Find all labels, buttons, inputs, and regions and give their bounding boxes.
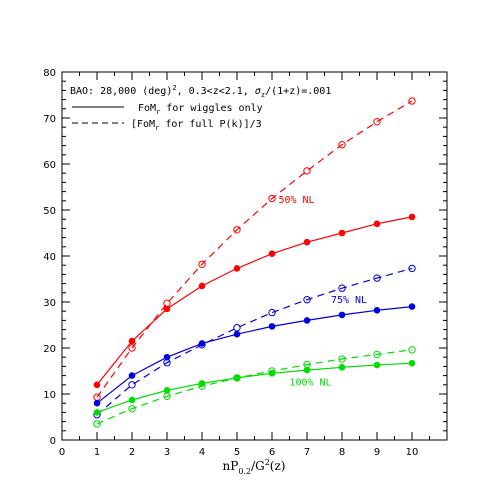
data-point — [408, 264, 416, 273]
y-tick-label: 60 — [43, 160, 56, 171]
series-line — [96, 349, 413, 425]
y-tick-label: 10 — [43, 390, 56, 401]
series-annotation: 100% NL — [289, 378, 331, 389]
data-point — [408, 359, 416, 367]
data-point — [128, 396, 136, 404]
data-point — [128, 372, 136, 379]
x-tick-label: 7 — [304, 447, 310, 458]
data-point — [268, 194, 276, 203]
x-tick-label: 1 — [94, 447, 100, 458]
data-point — [198, 382, 206, 390]
data-point — [338, 140, 346, 149]
data-point — [93, 420, 101, 428]
y-tick-label: 80 — [43, 68, 56, 79]
data-point — [303, 317, 311, 324]
data-point — [408, 213, 416, 221]
series-layer — [93, 97, 416, 428]
data-point — [373, 306, 381, 314]
series-annotation: 75% NL — [331, 295, 367, 306]
data-point — [128, 344, 136, 352]
legend-entry-solid: FoMr for wiggles only — [138, 103, 263, 116]
data-point — [93, 399, 101, 407]
data-point — [233, 226, 241, 234]
x-tick-label: 8 — [339, 447, 345, 458]
x-tick-label: 4 — [199, 447, 205, 458]
data-point — [303, 360, 311, 369]
series-annotation: 50% NL — [278, 195, 314, 206]
data-point — [373, 361, 381, 369]
y-tick-label: 20 — [43, 344, 56, 355]
data-point — [128, 337, 136, 345]
data-point — [93, 393, 101, 401]
data-point — [408, 303, 416, 310]
data-point — [268, 367, 276, 375]
y-tick-label: 0 — [50, 436, 56, 447]
data-point — [163, 359, 171, 367]
data-point — [163, 387, 171, 394]
data-point — [198, 341, 206, 349]
x-tick-label: 5 — [234, 447, 240, 458]
data-point — [373, 220, 381, 228]
x-axis-title: nP0.2/G2(z) — [223, 458, 286, 476]
data-point — [338, 364, 346, 371]
data-point — [303, 238, 311, 246]
data-point — [338, 311, 346, 319]
data-point — [163, 392, 171, 400]
y-tick-label: 70 — [43, 114, 56, 125]
data-point — [338, 229, 346, 237]
legend: BAO: 28,000 (deg)2, 0.3<z<2.1, σz/(1+z)=… — [70, 84, 331, 132]
x-tick-label: 2 — [129, 447, 135, 458]
data-point — [198, 282, 206, 290]
y-tick-label: 40 — [43, 252, 56, 263]
y-tick-label: 30 — [43, 298, 56, 309]
legend-entry-dashed: [FoMr for full P(k)]/3 — [131, 119, 262, 132]
data-point — [373, 274, 381, 282]
legend-header: BAO: 28,000 (deg)2, 0.3<z<2.1, σz/(1+z)=… — [70, 84, 331, 99]
data-point — [128, 405, 136, 413]
data-point — [233, 324, 241, 332]
axis-ticks: 0 1 2 3 4 5 6 7 8 9 10 0 10 20 30 40 50 60 70 80 — [43, 68, 447, 458]
data-point — [408, 346, 416, 354]
data-point — [268, 250, 276, 257]
data-point — [198, 260, 206, 268]
data-point — [233, 330, 241, 338]
series-line — [96, 306, 413, 404]
data-point — [373, 350, 381, 359]
series-line — [96, 267, 413, 416]
series-line — [96, 100, 413, 398]
data-point — [373, 117, 381, 126]
data-point — [338, 284, 346, 292]
data-point — [163, 299, 171, 308]
data-point — [268, 323, 276, 330]
y-tick-label: 50 — [43, 206, 56, 217]
annotation-layer: 50% NL 75% NL 100% NL — [278, 195, 367, 389]
x-tick-label: 3 — [164, 447, 170, 458]
data-point — [268, 308, 276, 317]
data-point — [233, 265, 241, 272]
x-tick-label: 6 — [269, 447, 275, 458]
x-tick-label: 10 — [406, 447, 419, 458]
data-point — [93, 381, 101, 389]
data-point — [233, 374, 241, 382]
data-point — [303, 167, 311, 175]
series-line — [96, 362, 413, 413]
x-tick-label: 9 — [374, 447, 380, 458]
data-point — [408, 97, 416, 105]
data-point — [338, 355, 346, 363]
data-point — [303, 296, 311, 304]
data-point — [93, 409, 101, 416]
x-tick-label: 0 — [59, 447, 65, 458]
data-point — [128, 381, 136, 389]
